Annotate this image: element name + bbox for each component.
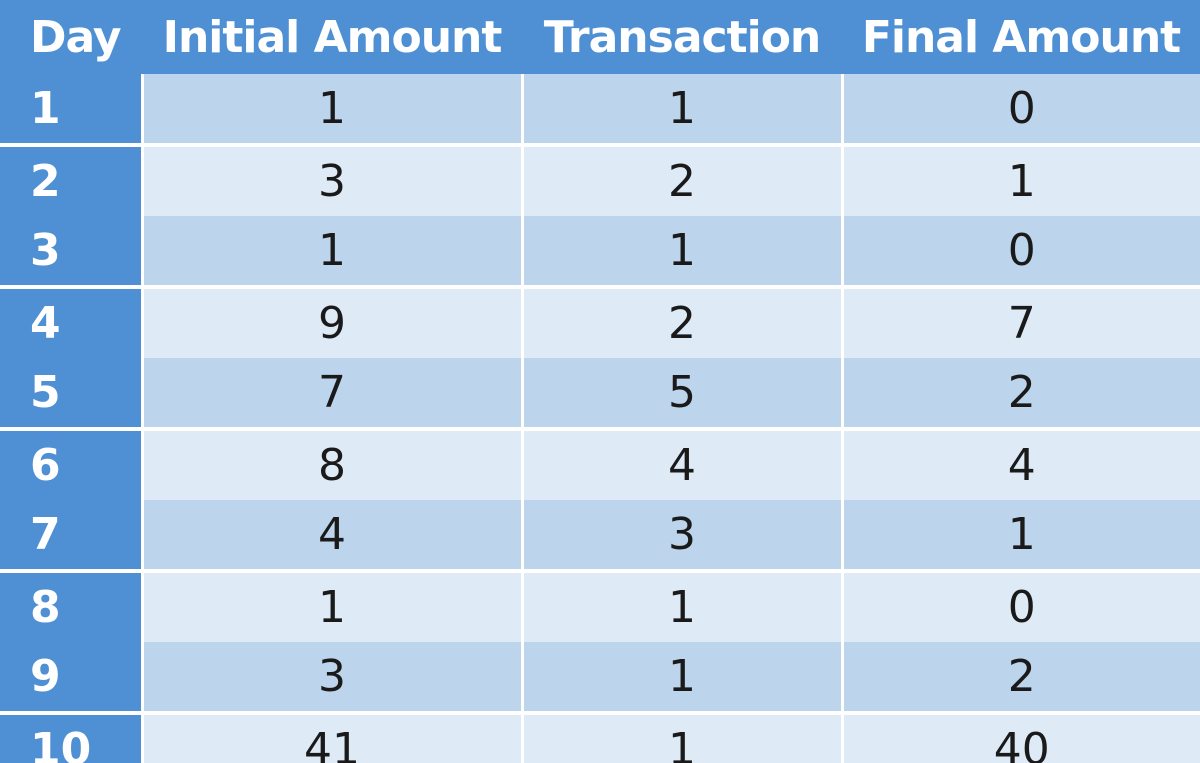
transaction-cell: 1 [520,569,842,642]
day-cell: 6 [0,427,142,500]
column-header-final-amount: Final Amount [842,0,1200,74]
final-amount-cell: 0 [840,216,1200,287]
initial-amount-cell: 1 [140,216,522,287]
table-row: 7 4 3 1 [0,500,1200,571]
day-cell: 7 [0,500,142,571]
initial-amount-cell: 3 [140,642,522,713]
table-row: 3 1 1 0 [0,216,1200,287]
transaction-cell: 2 [520,143,842,216]
day-cell: 3 [0,216,142,287]
initial-amount-cell: 9 [140,285,522,358]
initial-amount-cell: 8 [140,427,522,500]
initial-amount-cell: 1 [140,569,522,642]
transaction-cell: 1 [520,711,842,763]
column-header-initial-amount: Initial Amount [142,0,522,74]
initial-amount-cell: 1 [140,74,522,145]
final-amount-cell: 40 [840,711,1200,763]
column-header-day: Day [0,0,142,74]
final-amount-cell: 4 [840,427,1200,500]
column-header-transaction: Transaction [522,0,842,74]
transaction-cell: 4 [520,427,842,500]
table-row: 10 41 1 40 [0,711,1200,763]
table-row: 8 1 1 0 [0,569,1200,642]
final-amount-cell: 0 [840,569,1200,642]
final-amount-cell: 1 [840,500,1200,571]
day-cell: 10 [0,711,142,763]
initial-amount-cell: 3 [140,143,522,216]
day-cell: 2 [0,143,142,216]
final-amount-cell: 2 [840,642,1200,713]
final-amount-cell: 2 [840,358,1200,429]
day-cell: 5 [0,358,142,429]
initial-amount-cell: 41 [140,711,522,763]
final-amount-cell: 1 [840,143,1200,216]
transaction-cell: 3 [520,500,842,571]
day-cell: 9 [0,642,142,713]
transaction-cell: 1 [520,74,842,145]
initial-amount-cell: 7 [140,358,522,429]
table-row: 9 3 1 2 [0,642,1200,713]
day-cell: 1 [0,74,142,145]
header-row: Day Initial Amount Transaction Final Amo… [0,0,1200,74]
table-row: 2 3 2 1 [0,143,1200,216]
table-row: 4 9 2 7 [0,285,1200,358]
initial-amount-cell: 4 [140,500,522,571]
table-row: 1 1 1 0 [0,74,1200,145]
transaction-cell: 5 [520,358,842,429]
transaction-cell: 2 [520,285,842,358]
transaction-cell: 1 [520,216,842,287]
day-cell: 4 [0,285,142,358]
table-row: 6 8 4 4 [0,427,1200,500]
transaction-cell: 1 [520,642,842,713]
day-cell: 8 [0,569,142,642]
final-amount-cell: 7 [840,285,1200,358]
final-amount-cell: 0 [840,74,1200,145]
table-row: 5 7 5 2 [0,358,1200,429]
